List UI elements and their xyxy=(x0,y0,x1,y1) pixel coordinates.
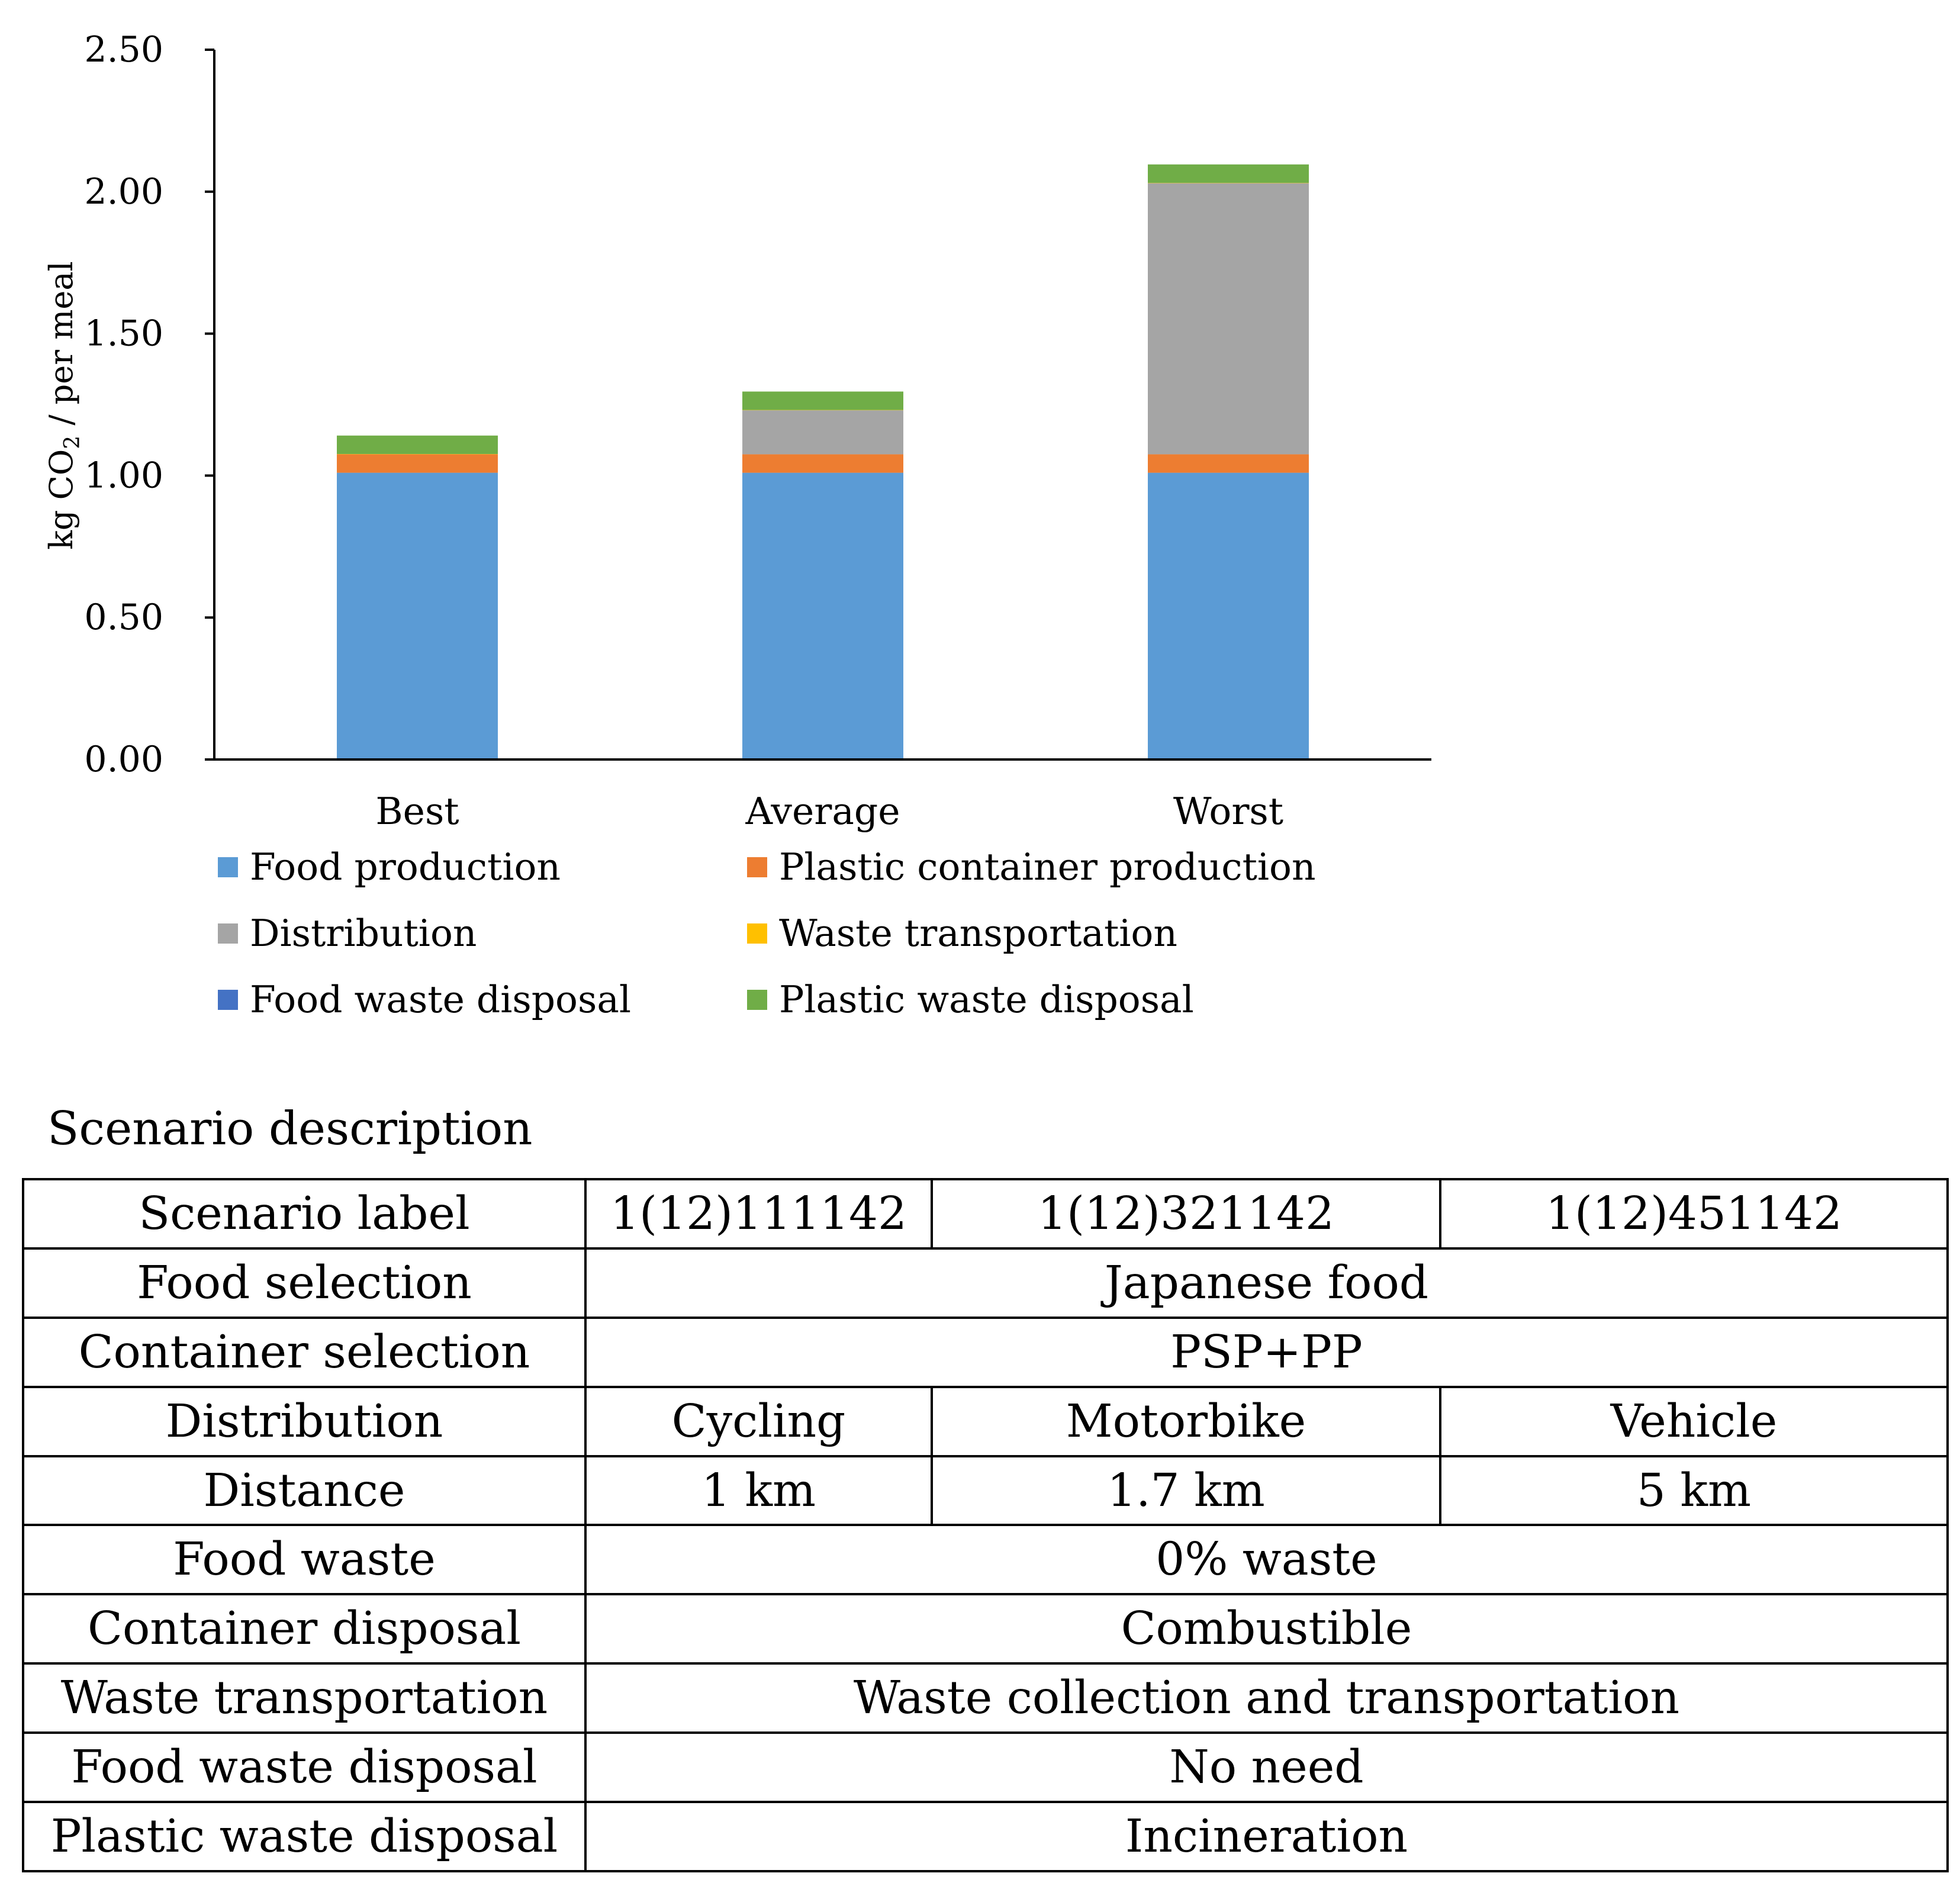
table-row: Distribution Cycling Motorbike Vehicle xyxy=(22,1385,1949,1457)
table-row: Scenario label 1(12)111142 1(12)321142 1(12… xyxy=(22,1178,1949,1250)
bar-segment-best-plastic-waste-disposal xyxy=(337,435,498,454)
row-label-cell: Container disposal xyxy=(22,1593,587,1665)
bar-segment-worst-plastic-container-production xyxy=(1148,454,1309,473)
legend-item: Food waste disposal xyxy=(218,978,631,1021)
table-cell: Combustible xyxy=(584,1593,1949,1665)
bar-segment-average-plastic-container-production xyxy=(742,454,903,473)
row-label-cell: Waste transportation xyxy=(22,1662,587,1734)
y-axis-label-subscript: 2 xyxy=(60,436,85,449)
table-row: Plastic waste disposal Incineration xyxy=(22,1801,1949,1872)
bar-segment-worst-distribution xyxy=(1148,183,1309,455)
legend-swatch xyxy=(218,857,238,877)
bar-segment-best-food-production xyxy=(337,472,498,759)
table-row: Food waste 0% waste xyxy=(22,1524,1949,1596)
bar-segment-worst-food-production xyxy=(1148,472,1309,759)
table-row: Waste transportation Waste collection and… xyxy=(22,1662,1949,1734)
legend-item: Plastic waste disposal xyxy=(747,978,1194,1021)
row-label-cell: Plastic waste disposal xyxy=(22,1801,587,1872)
legend-item: Plastic container production xyxy=(747,845,1316,889)
table-cell: Motorbike xyxy=(931,1385,1441,1457)
y-tick-label: 0.50 xyxy=(84,597,163,638)
legend-swatch xyxy=(218,989,238,1010)
table-cell: PSP+PP xyxy=(584,1316,1949,1388)
legend-swatch xyxy=(747,857,767,877)
legend-label: Plastic container production xyxy=(779,845,1316,889)
bar-segment-average-food-production xyxy=(742,472,903,759)
table-cell: Incineration xyxy=(584,1801,1949,1872)
y-tick-label: 1.50 xyxy=(84,313,163,355)
row-label-cell: Distance xyxy=(22,1454,587,1527)
x-labels-group: Best Average Worst xyxy=(375,790,1283,833)
x-category-label: Best xyxy=(375,790,459,833)
table-cell: Cycling xyxy=(584,1385,933,1457)
legend-label: Distribution xyxy=(250,912,477,955)
table-cell: No need xyxy=(584,1731,1949,1804)
table-row: Container selection PSP+PP xyxy=(22,1316,1949,1388)
x-category-label: Worst xyxy=(1173,790,1283,833)
y-axis-label-prefix: kg CO xyxy=(43,449,80,550)
bar-segment-worst-plastic-waste-disposal xyxy=(1148,164,1309,183)
scenario-table: Scenario label 1(12)111142 1(12)321142 1(12… xyxy=(22,1178,1949,1872)
table-caption: Scenario description xyxy=(47,1102,533,1156)
bar-segment-best-plastic-container-production xyxy=(337,454,498,473)
table-cell: Japanese food xyxy=(584,1247,1949,1319)
y-tick-label: 1.00 xyxy=(84,455,163,496)
stacked-bar-chart: 0.00 0.50 1.00 1.50 2.00 2.50 Best Average Wors… xyxy=(43,29,1431,833)
row-label-cell: Distribution xyxy=(22,1385,587,1457)
table-row: Distance 1 km 1.7 km 5 km xyxy=(22,1454,1949,1527)
legend-item: Waste transportation xyxy=(747,912,1177,955)
legend-label: Plastic waste disposal xyxy=(779,978,1194,1021)
legend-item: Food production xyxy=(218,845,561,889)
table-cell: 1(12)111142 xyxy=(584,1178,933,1250)
x-category-label: Average xyxy=(745,790,900,833)
row-label-cell: Food waste xyxy=(22,1524,587,1596)
bar-segment-average-distribution xyxy=(742,410,903,455)
table-cell: 1(12)321142 xyxy=(931,1178,1441,1250)
table-cell: 1 km xyxy=(584,1454,933,1527)
y-tick-label: 2.00 xyxy=(84,171,163,213)
legend-label: Waste transportation xyxy=(779,912,1177,955)
table-cell: 5 km xyxy=(1439,1454,1949,1527)
table-cell: 0% waste xyxy=(584,1524,1949,1596)
legend-label: Food production xyxy=(250,845,561,889)
y-axis-label-suffix: / per meal xyxy=(43,261,80,436)
y-tick-label: 2.50 xyxy=(84,29,163,70)
row-label-cell: Food selection xyxy=(22,1247,587,1319)
table-cell: Waste collection and transportation xyxy=(584,1662,1949,1734)
bars-group xyxy=(337,164,1309,759)
legend-swatch xyxy=(747,989,767,1010)
table-cell: 1(12)451142 xyxy=(1439,1178,1949,1250)
table-row: Container disposal Combustible xyxy=(22,1593,1949,1665)
y-axis-label: kg CO2 / per meal xyxy=(43,261,85,550)
bar-segment-average-plastic-waste-disposal xyxy=(742,391,903,410)
legend-item: Distribution xyxy=(218,912,477,955)
y-ticks-group: 0.00 0.50 1.00 1.50 2.00 2.50 xyxy=(84,29,214,780)
row-label-cell: Container selection xyxy=(22,1316,587,1388)
table-cell: Vehicle xyxy=(1439,1385,1949,1457)
table-row: Food selection Japanese food xyxy=(22,1247,1949,1319)
legend-swatch xyxy=(747,923,767,944)
legend-swatch xyxy=(218,923,238,944)
legend-label: Food waste disposal xyxy=(250,978,632,1021)
table-row: Food waste disposal No need xyxy=(22,1731,1949,1804)
y-tick-label: 0.00 xyxy=(84,739,163,780)
table-cell: 1.7 km xyxy=(931,1454,1441,1527)
row-label-cell: Food waste disposal xyxy=(22,1731,587,1804)
row-label-cell: Scenario label xyxy=(22,1178,587,1250)
